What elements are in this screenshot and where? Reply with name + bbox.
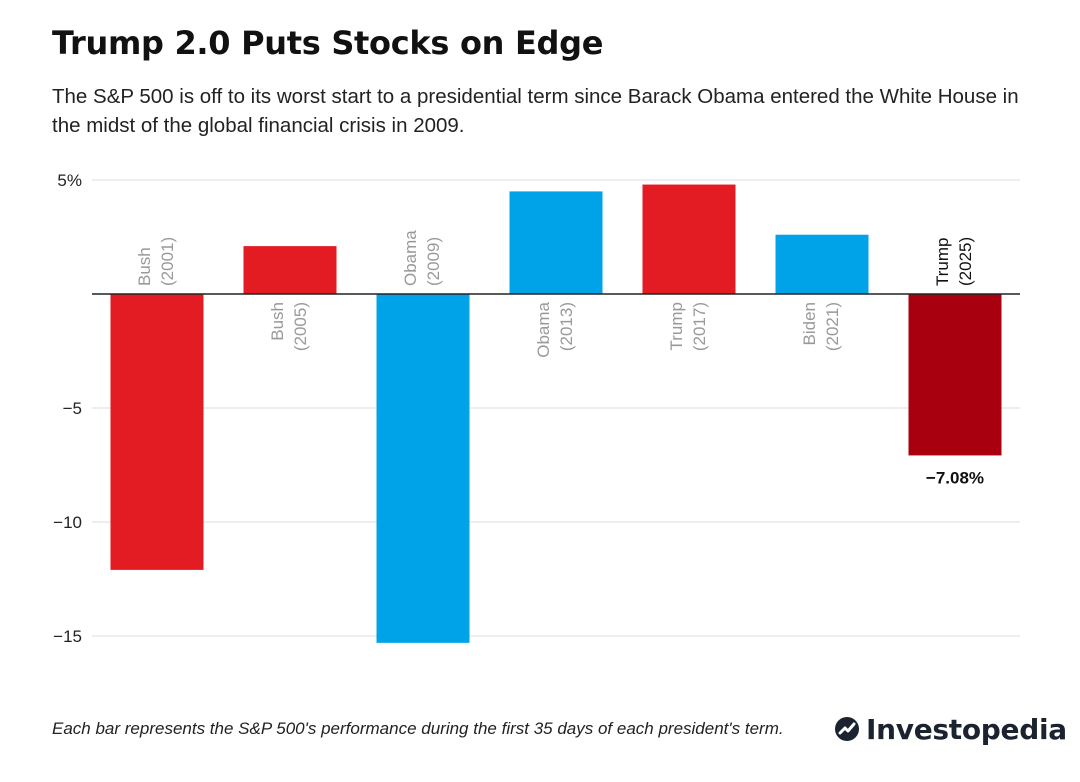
chart-title: Trump 2.0 Puts Stocks on Edge	[52, 24, 604, 62]
category-label-year: (2009)	[424, 237, 443, 286]
category-label-name: Trump	[933, 238, 952, 287]
bar	[110, 294, 204, 570]
bar	[509, 191, 603, 294]
bar	[376, 294, 470, 643]
bar	[775, 234, 869, 294]
category-label-name: Bush	[135, 247, 154, 286]
category-label-year: (2021)	[823, 302, 842, 351]
category-label: Bush (2001)	[135, 237, 177, 286]
brand-logo: Investopedia	[834, 711, 1067, 747]
category-label: Obama (2013)	[534, 301, 576, 357]
category-label: Biden (2021)	[800, 302, 842, 351]
category-label: Bush (2005)	[268, 302, 310, 351]
footnote: Each bar represents the S&P 500's perfor…	[52, 719, 784, 738]
bar	[642, 184, 736, 294]
category-label-year: (2025)	[956, 237, 975, 286]
chart-subtitle: The S&P 500 is off to its worst start to…	[52, 85, 1019, 137]
bar	[243, 246, 337, 294]
category-label-name: Obama	[401, 230, 420, 286]
category-label: Trump (2025)	[933, 237, 975, 286]
category-label-year: (2017)	[690, 302, 709, 351]
investopedia-logo-icon	[835, 717, 859, 741]
y-tick-label: −15	[53, 627, 82, 646]
category-label: Trump (2017)	[667, 302, 709, 351]
y-tick-label: −5	[63, 399, 82, 418]
category-label-name: Obama	[534, 301, 553, 357]
data-label: −7.08%	[926, 468, 984, 487]
brand-name: Investopedia	[866, 712, 1067, 746]
category-label-name: Biden	[800, 302, 819, 345]
category-label-year: (2001)	[158, 237, 177, 286]
category-label-name: Trump	[667, 302, 686, 351]
bar	[908, 294, 1002, 456]
category-label: Obama (2009)	[401, 230, 443, 286]
category-label-year: (2005)	[291, 302, 310, 351]
y-tick-label: −10	[53, 513, 82, 532]
category-label-name: Bush	[268, 302, 287, 341]
category-label-year: (2013)	[557, 302, 576, 351]
y-tick-label: 5%	[57, 171, 82, 190]
